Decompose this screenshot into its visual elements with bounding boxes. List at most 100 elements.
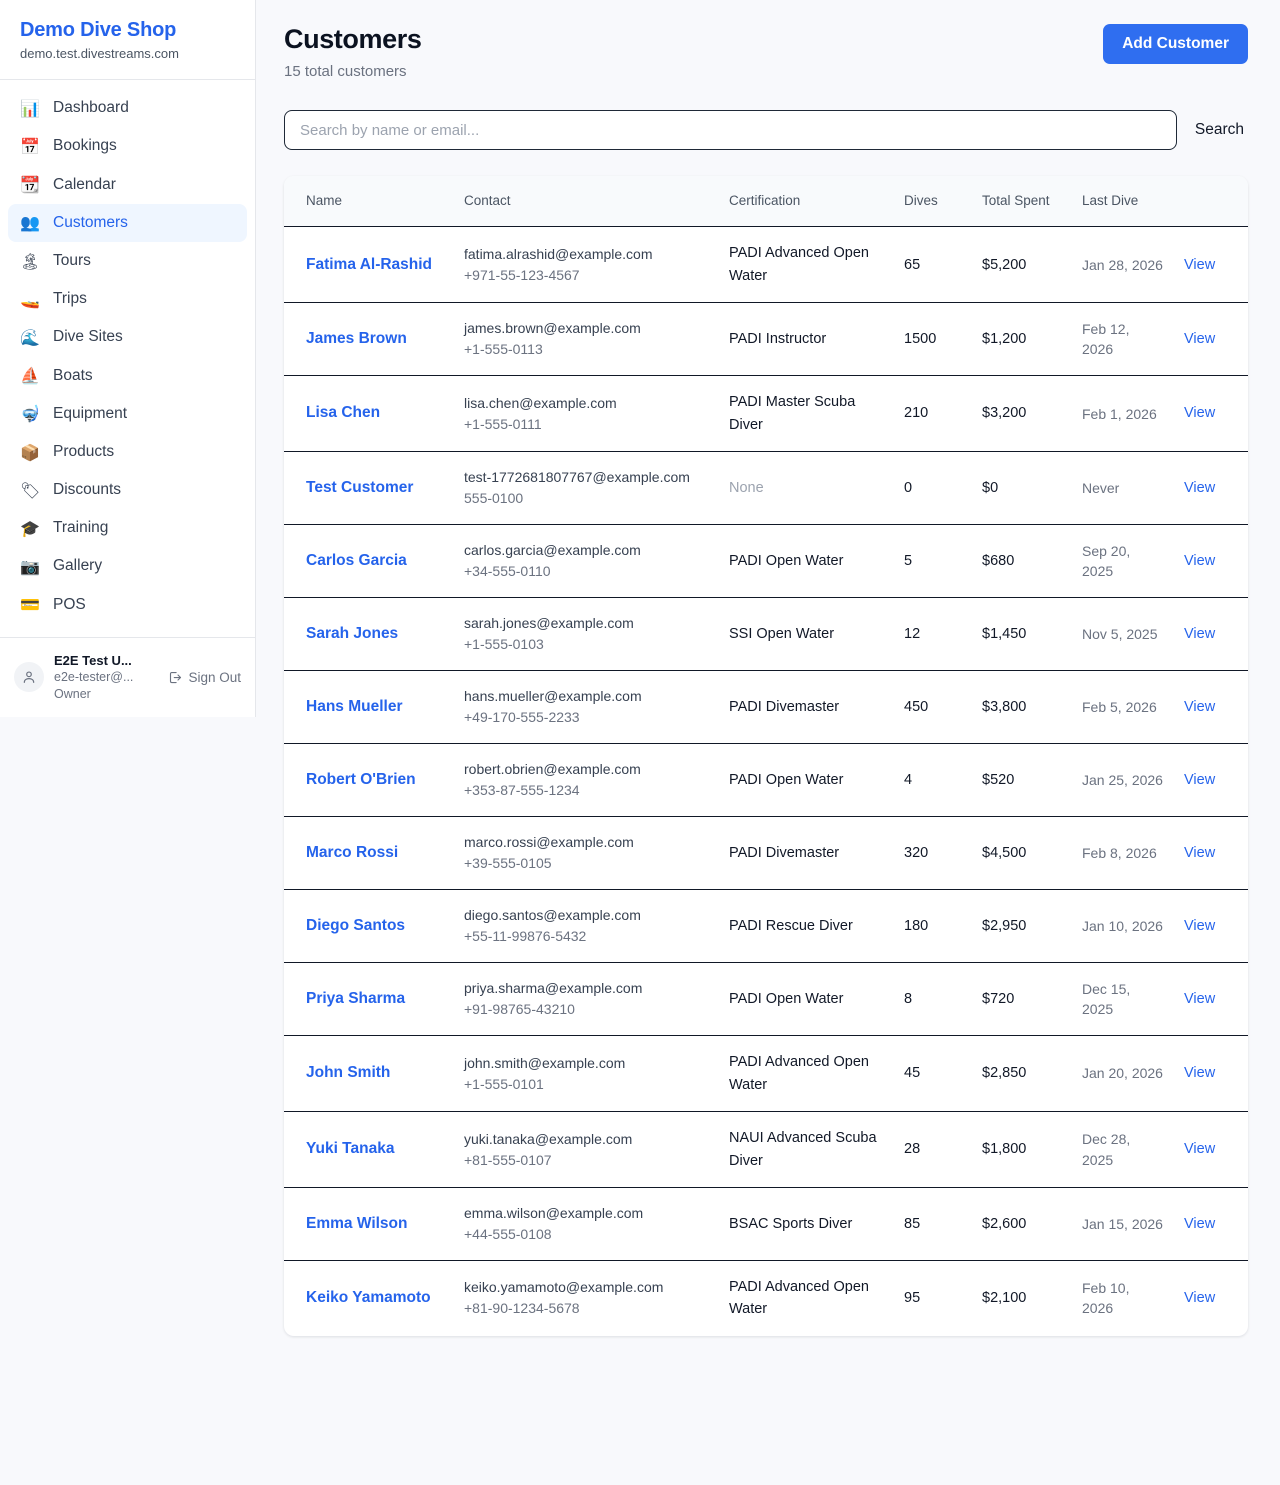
table-row: Keiko Yamamoto keiko.yamamoto@example.com… bbox=[284, 1261, 1248, 1336]
sidebar-item-bookings[interactable]: 📅 Bookings bbox=[8, 128, 247, 165]
cell-name: Yuki Tanaka bbox=[284, 1111, 454, 1189]
view-customer-link[interactable]: View bbox=[1184, 1141, 1216, 1158]
view-customer-link[interactable]: View bbox=[1184, 1290, 1216, 1307]
add-customer-button[interactable]: Add Customer bbox=[1103, 24, 1248, 64]
cell-actions: View bbox=[1174, 1111, 1248, 1189]
view-customer-link[interactable]: View bbox=[1184, 256, 1216, 273]
column-header-actions bbox=[1174, 176, 1248, 228]
sidebar-item-customers[interactable]: 👥 Customers bbox=[8, 204, 247, 242]
sidebar-item-gallery[interactable]: 📷 Gallery bbox=[8, 548, 247, 585]
sidebar-item-products[interactable]: 📦 Products bbox=[8, 434, 247, 471]
cell-last-dive: Feb 10, 2026 bbox=[1082, 1280, 1130, 1317]
cell-dives: 210 bbox=[894, 375, 972, 453]
view-customer-link[interactable]: View bbox=[1184, 479, 1216, 496]
view-customer-link[interactable]: View bbox=[1184, 917, 1216, 934]
sidebar-item-dive-sites[interactable]: 🌊 Dive Sites bbox=[8, 319, 247, 356]
table-row: Diego Santos diego.santos@example.com +55-… bbox=[284, 889, 1248, 964]
customer-name-link[interactable]: Keiko Yamamoto bbox=[306, 1289, 431, 1307]
cell-actions: View bbox=[1174, 1035, 1248, 1113]
cell-certification: PADI Open Water bbox=[719, 962, 894, 1037]
customer-name-link[interactable]: Priya Sharma bbox=[306, 989, 406, 1007]
sidebar-item-label: Training bbox=[53, 519, 109, 537]
customer-name-link[interactable]: Sarah Jones bbox=[306, 624, 399, 642]
table-row: Marco Rossi marco.rossi@example.com +39-55… bbox=[284, 816, 1248, 891]
customer-email: priya.sharma@example.com bbox=[464, 980, 643, 997]
customer-name-link[interactable]: James Brown bbox=[306, 329, 407, 347]
cell-certification: PADI Open Water bbox=[719, 524, 894, 599]
customer-name-link[interactable]: Fatima Al-Rashid bbox=[306, 255, 433, 273]
certification-value: PADI Rescue Diver bbox=[729, 917, 853, 934]
sidebar-item-label: Tours bbox=[53, 251, 91, 269]
sidebar-item-label: POS bbox=[53, 595, 86, 613]
search-button[interactable]: Search bbox=[1191, 115, 1248, 145]
sidebar-item-boats[interactable]: ⛵ Boats bbox=[8, 357, 247, 394]
cell-actions: View bbox=[1174, 889, 1248, 964]
sidebar-item-tours[interactable]: 🏝 Tours bbox=[8, 243, 247, 280]
diving-mask-icon: 🤿 bbox=[20, 404, 40, 424]
cell-actions: View bbox=[1174, 962, 1248, 1037]
sidebar-item-pos[interactable]: 💳 POS bbox=[8, 586, 247, 623]
credit-card-icon: 💳 bbox=[20, 595, 40, 615]
column-header-total-spent: Total Spent bbox=[972, 176, 1072, 228]
customer-name-link[interactable]: Robert O'Brien bbox=[306, 770, 416, 788]
customer-name-link[interactable]: Carlos Garcia bbox=[306, 551, 407, 569]
column-header-certification: Certification bbox=[719, 176, 894, 228]
cell-actions: View bbox=[1174, 302, 1248, 377]
sign-out-button[interactable]: Sign Out bbox=[168, 670, 241, 685]
view-customer-link[interactable]: View bbox=[1184, 771, 1216, 788]
customer-phone: +971-55-123-4567 bbox=[464, 266, 580, 283]
customer-name-link[interactable]: Marco Rossi bbox=[306, 843, 399, 861]
view-customer-link[interactable]: View bbox=[1184, 1065, 1216, 1082]
table-row: Emma Wilson emma.wilson@example.com +44-55… bbox=[284, 1187, 1248, 1262]
cell-name: Keiko Yamamoto bbox=[284, 1261, 454, 1336]
customer-name-link[interactable]: Lisa Chen bbox=[306, 404, 381, 422]
sidebar-item-label: Customers bbox=[53, 213, 128, 231]
customer-name-link[interactable]: Emma Wilson bbox=[306, 1214, 408, 1232]
table-header-row: Name Contact Certification Dives Total S… bbox=[284, 176, 1248, 228]
cell-name: Sarah Jones bbox=[284, 597, 454, 672]
cell-name: Marco Rossi bbox=[284, 816, 454, 891]
customer-name-link[interactable]: Diego Santos bbox=[306, 916, 406, 934]
cell-name: Diego Santos bbox=[284, 889, 454, 964]
cell-contact: robert.obrien@example.com +353-87-555-123… bbox=[454, 743, 719, 818]
cell-total-spent: $1,800 bbox=[972, 1111, 1072, 1189]
view-customer-link[interactable]: View bbox=[1184, 330, 1216, 347]
view-customer-link[interactable]: View bbox=[1184, 405, 1216, 422]
sidebar-item-equipment[interactable]: 🤿 Equipment bbox=[8, 395, 247, 432]
sidebar-item-dashboard[interactable]: 📊 Dashboard bbox=[8, 90, 247, 127]
cell-last-dive: Feb 5, 2026 bbox=[1072, 670, 1174, 745]
sidebar-item-trips[interactable]: 🚤 Trips bbox=[8, 281, 247, 318]
cell-dives: 85 bbox=[894, 1187, 972, 1262]
cell-name: Emma Wilson bbox=[284, 1187, 454, 1262]
sidebar-item-label: Products bbox=[53, 442, 115, 460]
certification-value: PADI Open Water bbox=[729, 990, 844, 1007]
cell-last-dive: Dec 15, 2025 bbox=[1072, 962, 1174, 1037]
cell-last-dive: Feb 1, 2026 bbox=[1072, 375, 1174, 453]
cell-name: Carlos Garcia bbox=[284, 524, 454, 599]
customer-phone: +49-170-555-2233 bbox=[464, 709, 580, 726]
view-customer-link[interactable]: View bbox=[1184, 1215, 1216, 1232]
customer-phone: +81-90-1234-5678 bbox=[464, 1300, 580, 1317]
cell-total-spent: $3,800 bbox=[972, 670, 1072, 745]
customer-name-link[interactable]: John Smith bbox=[306, 1064, 391, 1082]
customer-name-link[interactable]: Yuki Tanaka bbox=[306, 1140, 395, 1158]
sidebar-item-training[interactable]: 🎓 Training bbox=[8, 510, 247, 547]
cell-certification: PADI Advanced Open Water bbox=[719, 1261, 894, 1336]
search-input[interactable] bbox=[284, 110, 1177, 151]
view-customer-link[interactable]: View bbox=[1184, 990, 1216, 1007]
brand-subdomain: demo.test.divestreams.com bbox=[20, 46, 179, 61]
view-customer-link[interactable]: View bbox=[1184, 844, 1216, 861]
sidebar-item-discounts[interactable]: 🏷 Discounts bbox=[8, 472, 247, 509]
view-customer-link[interactable]: View bbox=[1184, 625, 1216, 642]
table-row: John Smith john.smith@example.com +1-555-0… bbox=[284, 1035, 1248, 1113]
page-header-text: Customers 15 total customers bbox=[284, 24, 422, 80]
customer-name-link[interactable]: Hans Mueller bbox=[306, 697, 403, 715]
cell-total-spent: $1,450 bbox=[972, 597, 1072, 672]
view-customer-link[interactable]: View bbox=[1184, 698, 1216, 715]
sidebar-user-box: E2E Test U... e2e-tester@... Owner Sign … bbox=[0, 636, 255, 717]
customer-name-link[interactable]: Test Customer bbox=[306, 478, 414, 496]
sidebar-item-calendar[interactable]: 📆 Calendar bbox=[8, 166, 247, 203]
cell-dives: 12 bbox=[894, 597, 972, 672]
cell-dives: 95 bbox=[904, 1290, 921, 1307]
view-customer-link[interactable]: View bbox=[1184, 552, 1216, 569]
